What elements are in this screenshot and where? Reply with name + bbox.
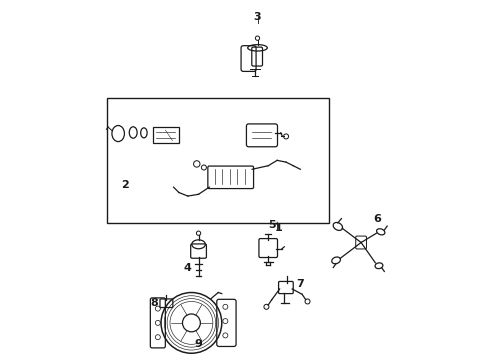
Bar <box>107 98 329 223</box>
Text: 5: 5 <box>268 220 275 230</box>
Text: 3: 3 <box>254 13 261 22</box>
Text: 7: 7 <box>296 279 304 289</box>
Text: 9: 9 <box>195 339 202 349</box>
Text: 8: 8 <box>150 298 158 308</box>
Text: 6: 6 <box>373 214 381 224</box>
Text: 1: 1 <box>275 223 283 233</box>
Text: 2: 2 <box>122 180 129 190</box>
Bar <box>153 127 178 143</box>
Text: 4: 4 <box>184 262 192 273</box>
